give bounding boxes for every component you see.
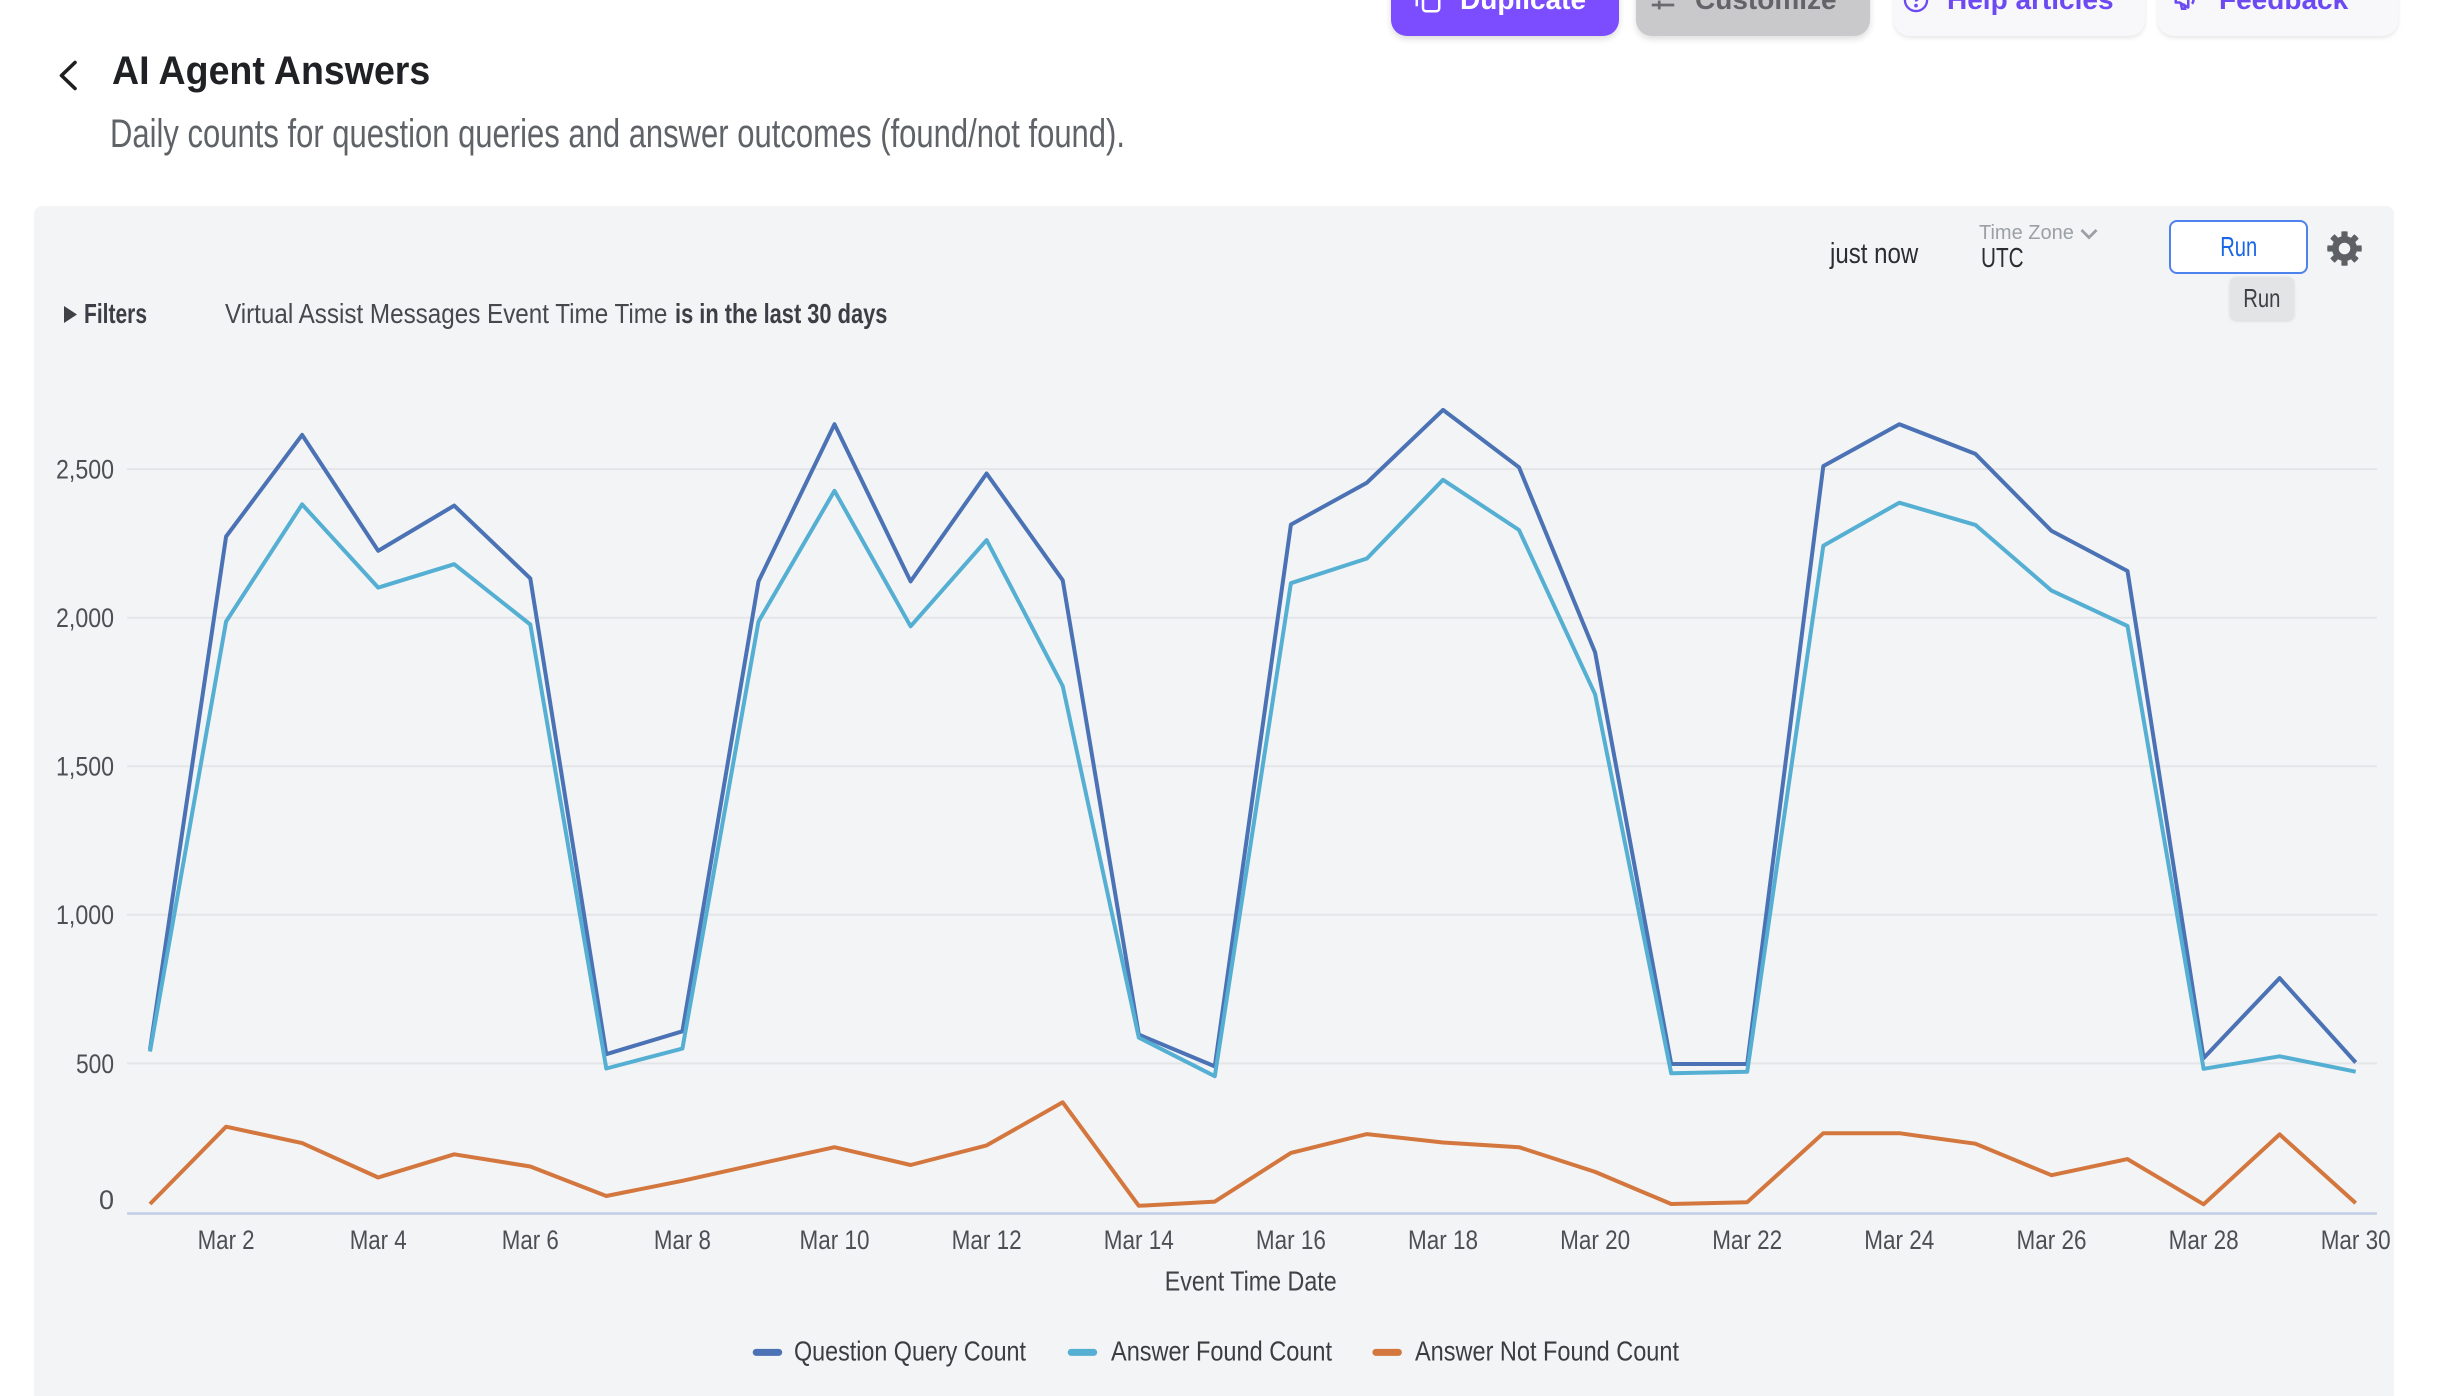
svg-text:Mar 12: Mar 12	[952, 1225, 1022, 1255]
svg-text:Mar 28: Mar 28	[2169, 1225, 2239, 1255]
svg-text:Mar 14: Mar 14	[1104, 1225, 1174, 1255]
svg-text:2,500: 2,500	[56, 455, 114, 485]
svg-text:Event Time Date: Event Time Date	[1165, 1265, 1337, 1296]
svg-text:Mar 24: Mar 24	[1864, 1225, 1934, 1255]
svg-text:Mar 8: Mar 8	[654, 1225, 711, 1255]
svg-text:1,500: 1,500	[56, 752, 114, 782]
svg-text:Mar 2: Mar 2	[198, 1225, 255, 1255]
svg-text:Question Query Count: Question Query Count	[794, 1336, 1026, 1367]
svg-text:500: 500	[76, 1049, 114, 1079]
svg-text:Mar 20: Mar 20	[1560, 1225, 1630, 1255]
svg-text:2,000: 2,000	[56, 603, 114, 633]
svg-text:Mar 30: Mar 30	[2321, 1225, 2391, 1255]
svg-text:Answer Found Count: Answer Found Count	[1111, 1336, 1332, 1367]
svg-text:Mar 18: Mar 18	[1408, 1225, 1478, 1255]
svg-text:1,000: 1,000	[56, 900, 114, 930]
svg-text:Mar 4: Mar 4	[350, 1225, 407, 1255]
svg-text:Mar 10: Mar 10	[800, 1225, 870, 1255]
svg-text:Mar 16: Mar 16	[1256, 1225, 1326, 1255]
svg-text:Mar 6: Mar 6	[502, 1225, 559, 1255]
svg-text:Mar 26: Mar 26	[2017, 1225, 2087, 1255]
svg-text:Mar 22: Mar 22	[1712, 1225, 1782, 1255]
svg-text:Answer Not Found Count: Answer Not Found Count	[1415, 1336, 1679, 1367]
svg-text:0: 0	[99, 1185, 114, 1215]
